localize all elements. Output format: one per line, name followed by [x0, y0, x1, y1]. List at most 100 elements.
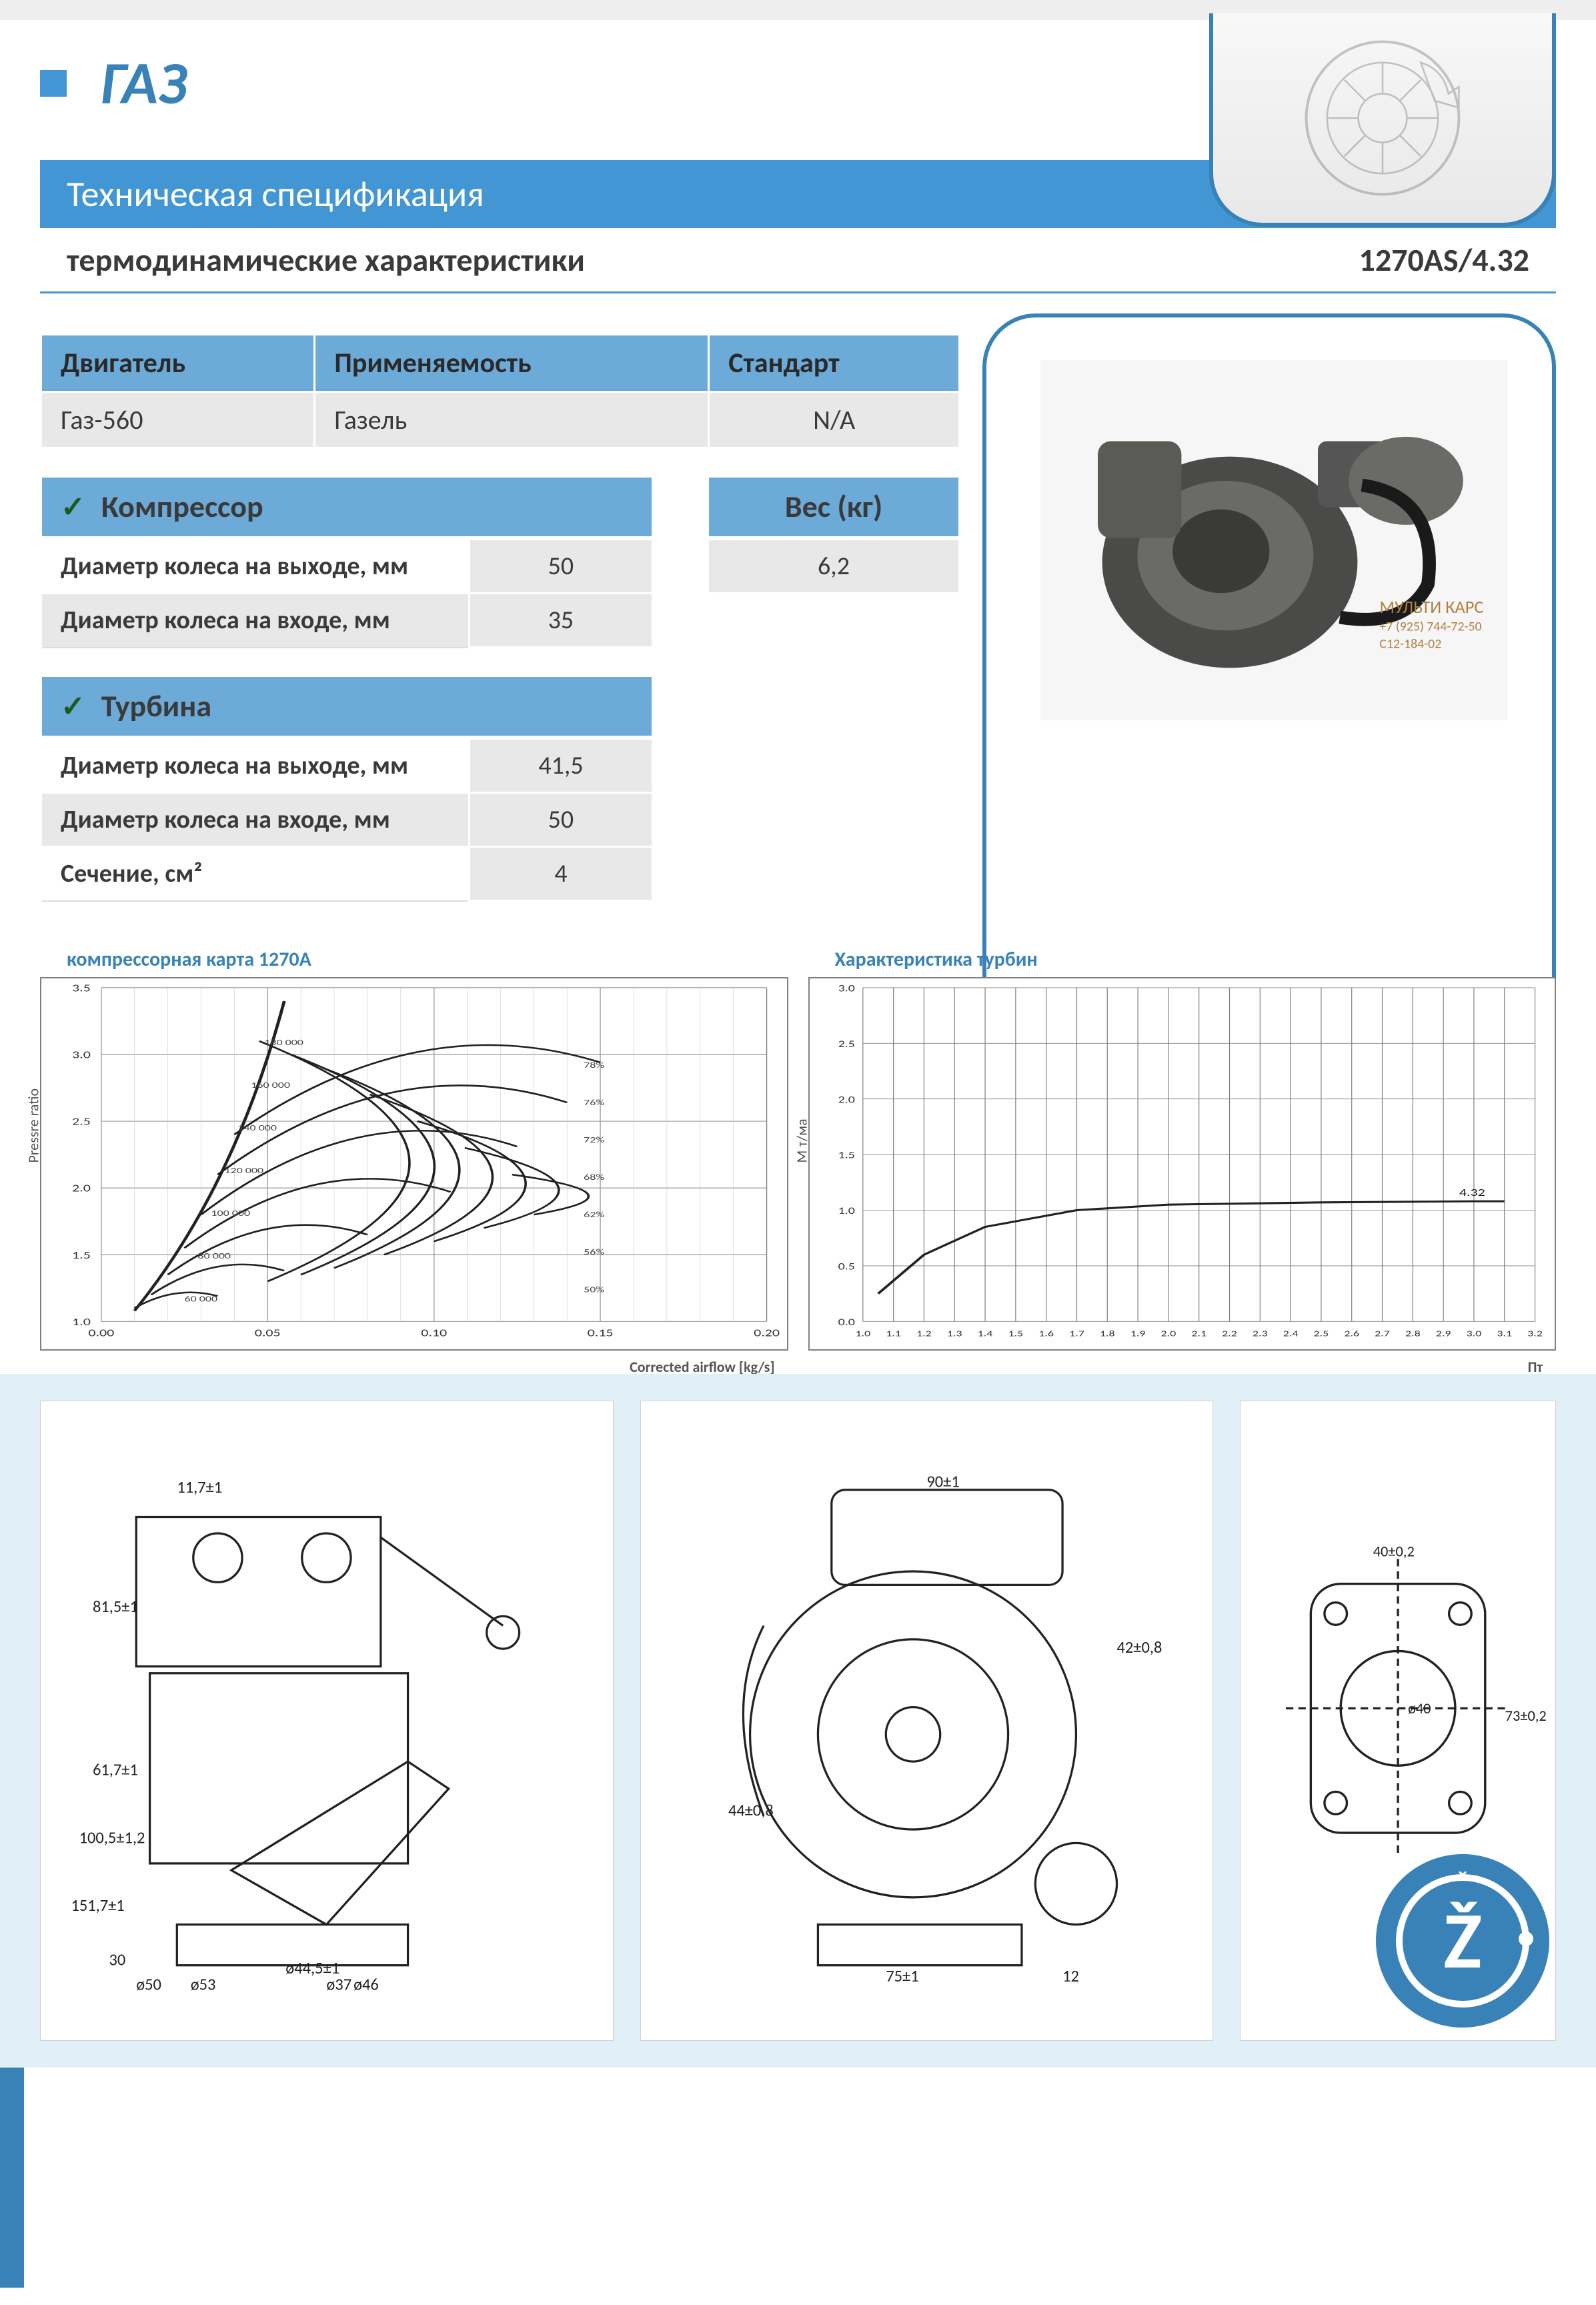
svg-text:3.0: 3.0 [1466, 1329, 1481, 1339]
svg-text:1.9: 1.9 [1130, 1329, 1145, 1339]
svg-text:1.2: 1.2 [916, 1329, 932, 1339]
svg-text:30: 30 [109, 1950, 126, 1970]
svg-text:1.0: 1.0 [72, 1316, 91, 1329]
svg-text:42±0,8: 42±0,8 [1117, 1637, 1162, 1657]
svg-text:72%: 72% [584, 1135, 604, 1145]
svg-text:4.32: 4.32 [1459, 1187, 1485, 1199]
svg-text:120 000: 120 000 [224, 1166, 263, 1176]
check-icon: ✓ [61, 489, 85, 525]
title-header: ГАЗ [0, 20, 1596, 140]
turb-row1-label: Диаметр колеса на выходе, мм [41, 739, 470, 793]
comp-chart-svg: 0.000.050.100.150.201.01.52.02.53.03.5 6… [40, 977, 788, 1351]
svg-text:2.5: 2.5 [1313, 1329, 1329, 1339]
turb-row3-val: 4 [469, 847, 652, 901]
svg-text:+7 (925) 744-72-50: +7 (925) 744-72-50 [1379, 618, 1481, 634]
turb-row2-label: Диаметр колеса на входе, мм [41, 793, 470, 847]
svg-text:2.0: 2.0 [72, 1183, 91, 1195]
svg-text:0.5: 0.5 [838, 1261, 854, 1273]
logo-dot-icon [1519, 1932, 1533, 1946]
svg-text:62%: 62% [584, 1210, 604, 1220]
svg-text:1.4: 1.4 [977, 1329, 992, 1339]
weight-table: 6,2 [707, 538, 960, 594]
svg-text:40±0,2: 40±0,2 [1373, 1543, 1415, 1561]
turb-row2-val: 50 [469, 793, 652, 847]
svg-text:90±1: 90±1 [926, 1472, 959, 1492]
svg-text:2.5: 2.5 [838, 1038, 854, 1050]
svg-text:МУЛЬТИ КАРС: МУЛЬТИ КАРС [1379, 597, 1483, 618]
cell-app: Газель [315, 392, 709, 448]
turb-chart-svg: 1.01.11.21.31.41.51.61.71.81.92.02.12.22… [808, 977, 1557, 1351]
check-icon: ✓ [61, 688, 85, 724]
turb-row3-label: Сечение, см² [41, 847, 470, 901]
svg-text:11,7±1: 11,7±1 [177, 1477, 223, 1497]
svg-text:44±0,8: 44±0,8 [728, 1801, 774, 1821]
svg-text:80 000: 80 000 [197, 1251, 231, 1261]
svg-text:1.5: 1.5 [1008, 1329, 1023, 1339]
sub-header-bar: термодинамические характеристики 1270AS/… [40, 228, 1556, 293]
svg-text:1.7: 1.7 [1069, 1329, 1084, 1339]
svg-text:1.0: 1.0 [838, 1205, 855, 1217]
svg-text:140 000: 140 000 [237, 1123, 277, 1133]
logo-letter: Ž [1443, 1892, 1481, 1990]
svg-text:0.20: 0.20 [754, 1327, 780, 1340]
comp-row1-val: 50 [469, 540, 652, 594]
compressor-params: Диаметр колеса на выходе, мм 50 Диаметр … [40, 538, 654, 648]
sub-title: термодинамические характеристики [67, 240, 585, 279]
drawing-front-view: 90±142±0,844±0,875±112 [640, 1401, 1214, 2041]
svg-text:2.7: 2.7 [1375, 1329, 1390, 1339]
svg-text:2.2: 2.2 [1222, 1329, 1237, 1339]
svg-text:1.5: 1.5 [72, 1249, 91, 1262]
svg-text:68%: 68% [584, 1173, 604, 1183]
svg-text:2.3: 2.3 [1252, 1329, 1267, 1339]
applicability-table: Двигатель Применяемость Стандарт Газ-560… [40, 333, 960, 449]
bullet-square-icon [40, 70, 67, 97]
product-photo: МУЛЬТИ КАРС +7 (925) 744-72-50 С12-184-0… [1040, 360, 1507, 720]
svg-text:1.6: 1.6 [1038, 1329, 1054, 1339]
weight-header: Вес (кг) [707, 476, 960, 538]
weight-value: 6,2 [708, 540, 960, 594]
col-app: Применяемость [315, 335, 709, 392]
svg-text:100,5±1,2: 100,5±1,2 [79, 1827, 145, 1847]
svg-text:2.9: 2.9 [1435, 1329, 1451, 1339]
svg-text:3.1: 3.1 [1497, 1329, 1512, 1339]
header-decorative-frame [1209, 13, 1556, 227]
turbo-sketch-icon [1296, 31, 1469, 205]
comp-row2-val: 35 [469, 594, 652, 648]
svg-text:1.3: 1.3 [946, 1329, 962, 1339]
svg-text:0.05: 0.05 [255, 1327, 281, 1340]
svg-text:2.4: 2.4 [1283, 1329, 1298, 1339]
comp-row2-label: Диаметр колеса на входе, мм [41, 594, 470, 648]
svg-text:3.0: 3.0 [838, 983, 855, 994]
turb-xlabel: Пт [1528, 1358, 1543, 1376]
svg-text:3.5: 3.5 [72, 982, 91, 995]
svg-text:180 000: 180 000 [264, 1038, 303, 1048]
cell-standard: N/A [709, 392, 960, 448]
svg-text:ø50: ø50 [137, 1974, 162, 1994]
svg-text:2.0: 2.0 [838, 1094, 855, 1105]
svg-text:1.0: 1.0 [855, 1329, 870, 1339]
svg-text:2.0: 2.0 [1160, 1329, 1176, 1339]
svg-text:81,5±1: 81,5±1 [93, 1597, 138, 1617]
svg-text:С12-184-02: С12-184-02 [1379, 636, 1441, 652]
svg-text:56%: 56% [584, 1247, 604, 1257]
svg-text:3.0: 3.0 [72, 1049, 91, 1062]
cell-engine: Газ-560 [41, 392, 315, 448]
svg-text:2.1: 2.1 [1191, 1329, 1207, 1339]
svg-text:1.5: 1.5 [838, 1150, 854, 1161]
svg-text:76%: 76% [584, 1098, 604, 1108]
brand-title: ГАЗ [100, 47, 187, 120]
svg-text:61,7±1: 61,7±1 [93, 1759, 138, 1779]
svg-text:50%: 50% [584, 1285, 604, 1295]
comp-chart-title: компрессорная карта 1270А [40, 942, 788, 977]
spec-title: Техническая спецификация [67, 172, 484, 216]
turb-ylabel: M т/ма [792, 1118, 810, 1163]
svg-text:2.8: 2.8 [1405, 1329, 1420, 1339]
svg-text:12: 12 [1062, 1966, 1079, 1986]
svg-text:1.8: 1.8 [1099, 1329, 1114, 1339]
svg-text:ø40: ø40 [1408, 1700, 1431, 1718]
svg-text:160 000: 160 000 [251, 1080, 290, 1090]
comp-row1-label: Диаметр колеса на выходе, мм [41, 540, 470, 594]
brand-logo: Ž ˇ [1376, 1854, 1549, 2028]
sub-code: 1270AS/4.32 [1359, 240, 1529, 279]
svg-text:60 000: 60 000 [185, 1294, 218, 1304]
